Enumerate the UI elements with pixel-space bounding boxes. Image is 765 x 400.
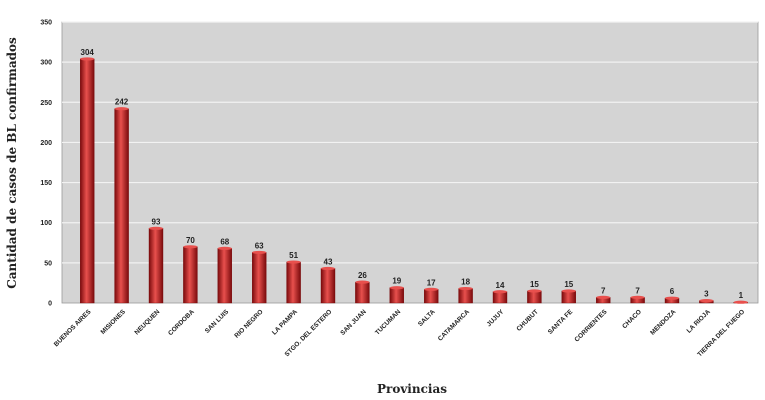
bar-cap <box>252 250 267 255</box>
data-label: 43 <box>324 257 333 266</box>
y-tick-label: 350 <box>40 20 52 27</box>
data-label: 6 <box>670 287 675 296</box>
bar-cap <box>389 286 404 290</box>
y-tick-label: 300 <box>40 60 52 67</box>
bar-cap <box>699 298 714 303</box>
y-tick-label: 250 <box>40 100 52 107</box>
x-category-label: SANTA FE <box>547 308 575 336</box>
x-category-label: MISIONES <box>100 308 128 336</box>
bar <box>389 287 404 304</box>
bar <box>527 290 542 304</box>
data-label: 15 <box>530 280 539 289</box>
x-category-label: NEUQUEN <box>133 308 161 336</box>
x-category-label: CHUBUT <box>515 308 539 332</box>
data-label: 63 <box>255 241 264 250</box>
y-tick-label: 100 <box>40 220 52 227</box>
bar <box>148 228 164 304</box>
bar-cap <box>114 107 129 111</box>
data-label: 304 <box>81 48 95 57</box>
y-tick-label: 0 <box>48 301 52 308</box>
x-category-label: LA RIOJA <box>686 308 712 334</box>
bar <box>355 281 370 304</box>
y-tick-label: 150 <box>40 180 52 187</box>
bar-cap <box>733 300 748 304</box>
data-label: 7 <box>601 286 606 295</box>
bar <box>286 261 301 304</box>
data-label: 242 <box>115 98 129 107</box>
bar <box>561 290 576 304</box>
bar-cap <box>286 260 301 264</box>
bar-cap <box>665 296 679 300</box>
x-axis-title: Provincias <box>377 382 447 396</box>
x-category-label: TUCUMAN <box>374 308 402 336</box>
x-category-label: MENDOZA <box>649 308 677 336</box>
data-label: 7 <box>635 286 640 295</box>
bar <box>320 268 336 304</box>
bar-cap <box>493 290 507 294</box>
bar <box>217 248 233 304</box>
bar-cap <box>149 226 163 230</box>
bar-cap <box>183 245 198 249</box>
x-category-label: SALTA <box>417 308 437 328</box>
data-label: 26 <box>358 271 367 280</box>
data-label: 68 <box>220 237 229 246</box>
bar-cap <box>561 289 576 293</box>
x-category-label: CORDOBA <box>167 308 196 337</box>
bar-cap <box>458 286 473 291</box>
plot-area <box>61 21 759 304</box>
bar-cap <box>321 266 335 271</box>
gridlines <box>62 21 758 264</box>
bar <box>424 289 439 304</box>
x-category-label: CHACO <box>621 308 643 330</box>
y-axis-title: Cantidad de casos de BL confirmados <box>5 37 19 289</box>
x-category-label: LA PAMPA <box>271 308 299 336</box>
bar-cap <box>80 57 95 61</box>
x-category-label: RIO NEGRO <box>233 308 264 339</box>
data-label: 51 <box>289 251 298 260</box>
bar-cap <box>355 280 370 284</box>
bar-cap <box>630 295 645 299</box>
data-label: 15 <box>564 280 573 289</box>
bar-cap <box>596 295 611 299</box>
bar <box>79 58 95 304</box>
x-category-label: SAN LUIS <box>204 308 231 335</box>
y-tick-label: 50 <box>44 260 52 267</box>
x-category-label: CORRIENTES <box>574 308 610 344</box>
data-label: 93 <box>152 217 161 226</box>
x-axis-categories: BUENOS AIRES MISIONES NEUQUEN CORDOBA SAN LU… <box>53 308 746 358</box>
bar <box>183 246 198 304</box>
data-label: 19 <box>392 277 401 286</box>
data-label: 1 <box>739 291 744 300</box>
bar-cap <box>217 246 232 251</box>
y-axis-ticks: 0 50 100 150 200 250 300 350 <box>40 20 52 308</box>
x-category-label: CATAMARCA <box>437 308 471 342</box>
data-label: 17 <box>427 278 436 287</box>
bars <box>79 57 748 304</box>
data-label: 3 <box>704 290 709 299</box>
bar <box>458 288 473 304</box>
data-label: 18 <box>461 278 470 287</box>
x-category-label: JUJUY <box>486 308 506 328</box>
bar-cap <box>424 287 439 291</box>
bar <box>114 108 129 304</box>
bar-cap <box>527 289 542 293</box>
bar <box>492 291 508 304</box>
data-label: 70 <box>186 236 195 245</box>
data-label: 14 <box>496 281 505 290</box>
x-category-label: SAN JUAN <box>339 308 368 337</box>
x-category-label: BUENOS AIRES <box>53 308 93 348</box>
bar <box>251 252 267 304</box>
y-tick-label: 200 <box>40 140 52 147</box>
